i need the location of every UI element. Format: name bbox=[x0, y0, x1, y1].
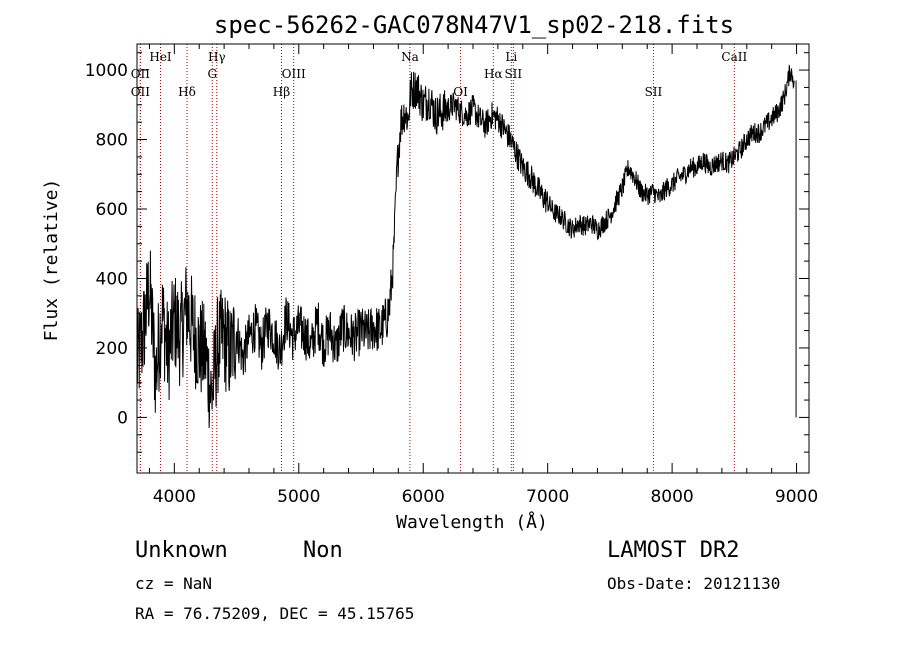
line-label: CaII bbox=[721, 50, 747, 64]
y-axis-label: Flux (relative) bbox=[41, 179, 62, 342]
line-label: SII bbox=[504, 67, 522, 81]
line-label: OI bbox=[453, 85, 468, 99]
redshift-text: cz = NaN bbox=[135, 574, 213, 593]
plot-frame bbox=[136, 43, 810, 474]
x-axis-label: Wavelength (Å) bbox=[396, 511, 548, 533]
line-label: Li bbox=[505, 50, 517, 64]
line-label: G bbox=[207, 67, 217, 81]
spectrum-line bbox=[136, 64, 795, 429]
survey-name: LAMOST DR2 bbox=[607, 538, 740, 563]
y-tick-label: 0 bbox=[117, 408, 128, 428]
x-tick-label: 4000 bbox=[153, 487, 196, 507]
x-tick-label: 9000 bbox=[775, 487, 818, 507]
object-class: Unknown bbox=[135, 538, 228, 563]
line-label: Hδ bbox=[178, 85, 196, 99]
line-label: Hβ bbox=[273, 85, 290, 99]
line-label: OII bbox=[131, 85, 151, 99]
line-label: HeI bbox=[149, 50, 172, 64]
line-markers bbox=[139, 44, 735, 473]
x-tick-label: 7000 bbox=[526, 487, 569, 507]
x-tick-label: 6000 bbox=[402, 487, 445, 507]
y-tick-label: 400 bbox=[96, 269, 128, 289]
obs-date-text: Obs-Date: 20121130 bbox=[607, 574, 781, 593]
line-label: OIII bbox=[282, 67, 306, 81]
coordinates-text: RA = 76.75209, DEC = 45.15765 bbox=[135, 604, 415, 623]
line-label: SII bbox=[645, 85, 663, 99]
y-tick-label: 1000 bbox=[85, 61, 128, 81]
chart-title: spec-56262-GAC078N47V1_sp02-218.fits bbox=[214, 11, 734, 39]
x-tick-label: 8000 bbox=[650, 487, 693, 507]
y-tick-label: 600 bbox=[96, 200, 128, 220]
x-tick-label: 5000 bbox=[277, 487, 320, 507]
line-label: OII bbox=[131, 67, 151, 81]
y-tick-label: 200 bbox=[96, 339, 128, 359]
line-label: Na bbox=[401, 50, 419, 64]
spectrum-series bbox=[136, 64, 797, 429]
axes: 4000 5000 6000 7000 8000 9000 0 200 400 600 800 100… bbox=[85, 43, 818, 507]
y-tick-label: 800 bbox=[96, 131, 128, 151]
line-label: Hγ bbox=[208, 50, 226, 64]
line-label: Hα bbox=[484, 67, 503, 81]
object-subclass: Non bbox=[303, 538, 343, 563]
